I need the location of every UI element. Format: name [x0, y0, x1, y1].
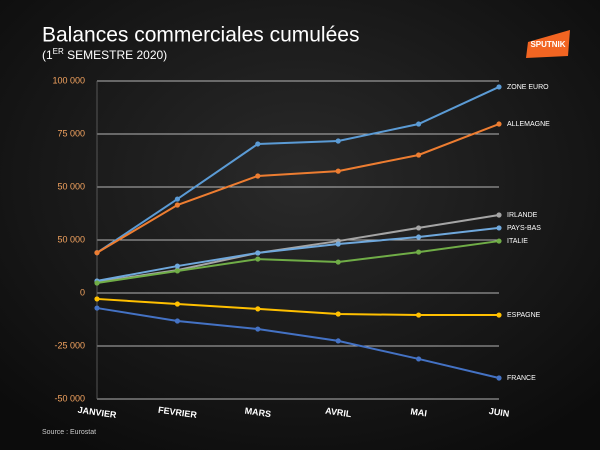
- data-point: [94, 250, 100, 256]
- series-label: FRANCE: [507, 375, 536, 382]
- data-point: [416, 225, 422, 231]
- series-label: ZONE EURO: [507, 84, 549, 91]
- chart-subtitle: (1ER SEMESTRE 2020): [42, 47, 167, 62]
- data-point: [255, 326, 261, 332]
- data-point: [416, 356, 422, 362]
- data-point: [174, 318, 180, 324]
- data-point: [335, 259, 341, 265]
- y-tick-label: 50 000: [57, 181, 85, 191]
- data-point: [416, 152, 422, 158]
- data-point: [496, 84, 502, 90]
- data-point: [496, 225, 502, 231]
- data-point: [496, 212, 502, 218]
- data-point: [416, 249, 422, 255]
- data-point: [335, 241, 341, 247]
- data-point: [496, 238, 502, 244]
- data-point: [416, 234, 422, 240]
- data-point: [496, 121, 502, 127]
- data-point: [496, 312, 502, 318]
- data-point: [255, 173, 261, 179]
- series-line: [96, 226, 500, 282]
- data-point: [335, 338, 341, 344]
- data-point: [255, 306, 261, 312]
- series-label: PAYS-BAS: [507, 225, 541, 232]
- y-tick-label: 50 000: [57, 234, 85, 244]
- data-point: [255, 256, 261, 262]
- y-tick-label: 0: [80, 287, 85, 297]
- y-tick-label: 75 000: [57, 128, 85, 138]
- series-label: ESPAGNE: [507, 312, 541, 319]
- series-line: [96, 123, 500, 254]
- data-point: [94, 280, 100, 286]
- data-point: [255, 141, 261, 147]
- source: Source : Eurostat: [42, 429, 96, 436]
- series-line: [96, 297, 499, 317]
- data-point: [94, 296, 100, 302]
- data-point: [174, 268, 180, 274]
- series-line: [96, 240, 500, 285]
- data-point: [335, 311, 341, 317]
- series-label: ALLEMAGNE: [507, 121, 550, 128]
- y-tick-label: -50 000: [54, 393, 85, 403]
- series-label: ITALIE: [507, 238, 528, 245]
- series-label: IRLANDE: [507, 212, 538, 219]
- data-point: [416, 121, 422, 127]
- data-point: [94, 305, 100, 311]
- x-tick-label: JUIN: [488, 406, 510, 419]
- data-point: [174, 196, 180, 202]
- series-line: [96, 307, 500, 379]
- data-point: [174, 202, 180, 208]
- x-tick-label: MAI: [410, 406, 428, 418]
- logo-shape: [526, 30, 570, 58]
- data-point: [174, 263, 180, 269]
- x-tick-label: AVRIL: [325, 406, 353, 420]
- data-point: [416, 312, 422, 318]
- data-point: [335, 138, 341, 144]
- data-point: [174, 301, 180, 307]
- chart-title: Balances commerciales cumulées: [42, 24, 359, 47]
- data-point: [496, 375, 502, 381]
- series-line: [96, 86, 500, 254]
- x-tick-label: MARS: [244, 406, 272, 420]
- data-point: [255, 250, 261, 256]
- logo: SPUTNIK: [530, 40, 565, 49]
- data-point: [335, 168, 341, 174]
- y-tick-label: -25 000: [54, 340, 85, 350]
- y-tick-label: 100 000: [52, 75, 85, 85]
